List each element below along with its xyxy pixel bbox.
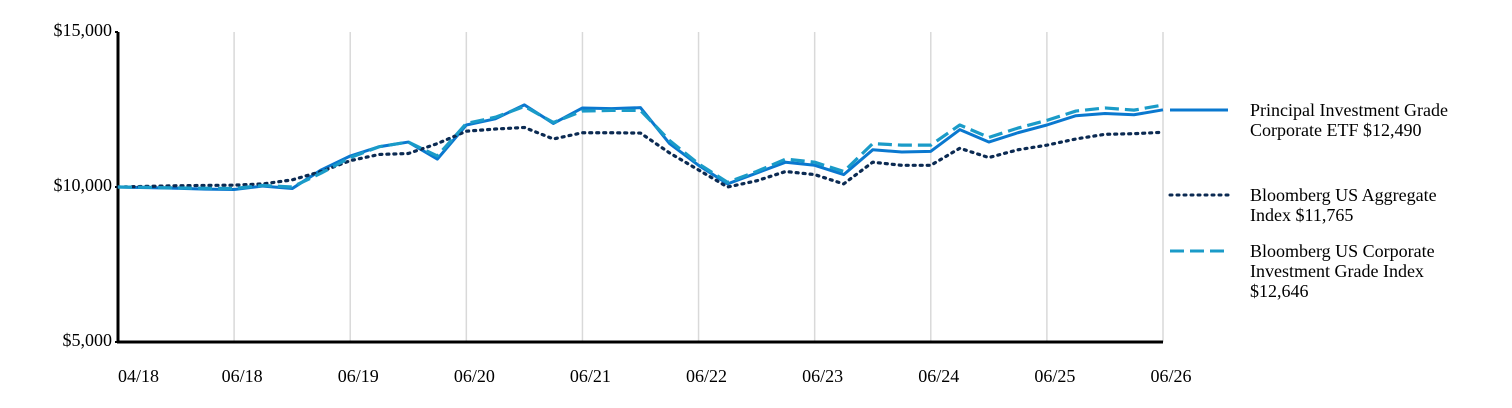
y-tick-label: $10,000 bbox=[54, 175, 113, 195]
y-tick-label: $15,000 bbox=[54, 20, 113, 40]
series-line bbox=[117, 103, 1164, 191]
x-tick-label: 06/21 bbox=[570, 366, 611, 386]
x-tick-label: 06/22 bbox=[686, 366, 727, 386]
series-line bbox=[117, 103, 1164, 191]
x-tick-label: 06/23 bbox=[802, 366, 843, 386]
x-tick-label: 04/18 bbox=[118, 366, 159, 386]
legend-label: Bloomberg US Corporate Investment Grade … bbox=[1250, 241, 1435, 301]
x-tick-label: 06/26 bbox=[1150, 366, 1191, 386]
x-tick-label: 06/20 bbox=[454, 366, 495, 386]
legend-label: Principal Investment Grade Corporate ETF… bbox=[1250, 100, 1448, 140]
x-tick-label: 06/24 bbox=[918, 366, 959, 386]
x-tick-label: 06/25 bbox=[1034, 366, 1075, 386]
x-tick-label: 06/18 bbox=[222, 366, 263, 386]
series-line bbox=[116, 125, 1165, 189]
x-tick-label: 06/19 bbox=[338, 366, 379, 386]
y-tick-label: $5,000 bbox=[63, 330, 113, 350]
legend-label: Bloomberg US Aggregate Index $11,765 bbox=[1250, 185, 1437, 225]
